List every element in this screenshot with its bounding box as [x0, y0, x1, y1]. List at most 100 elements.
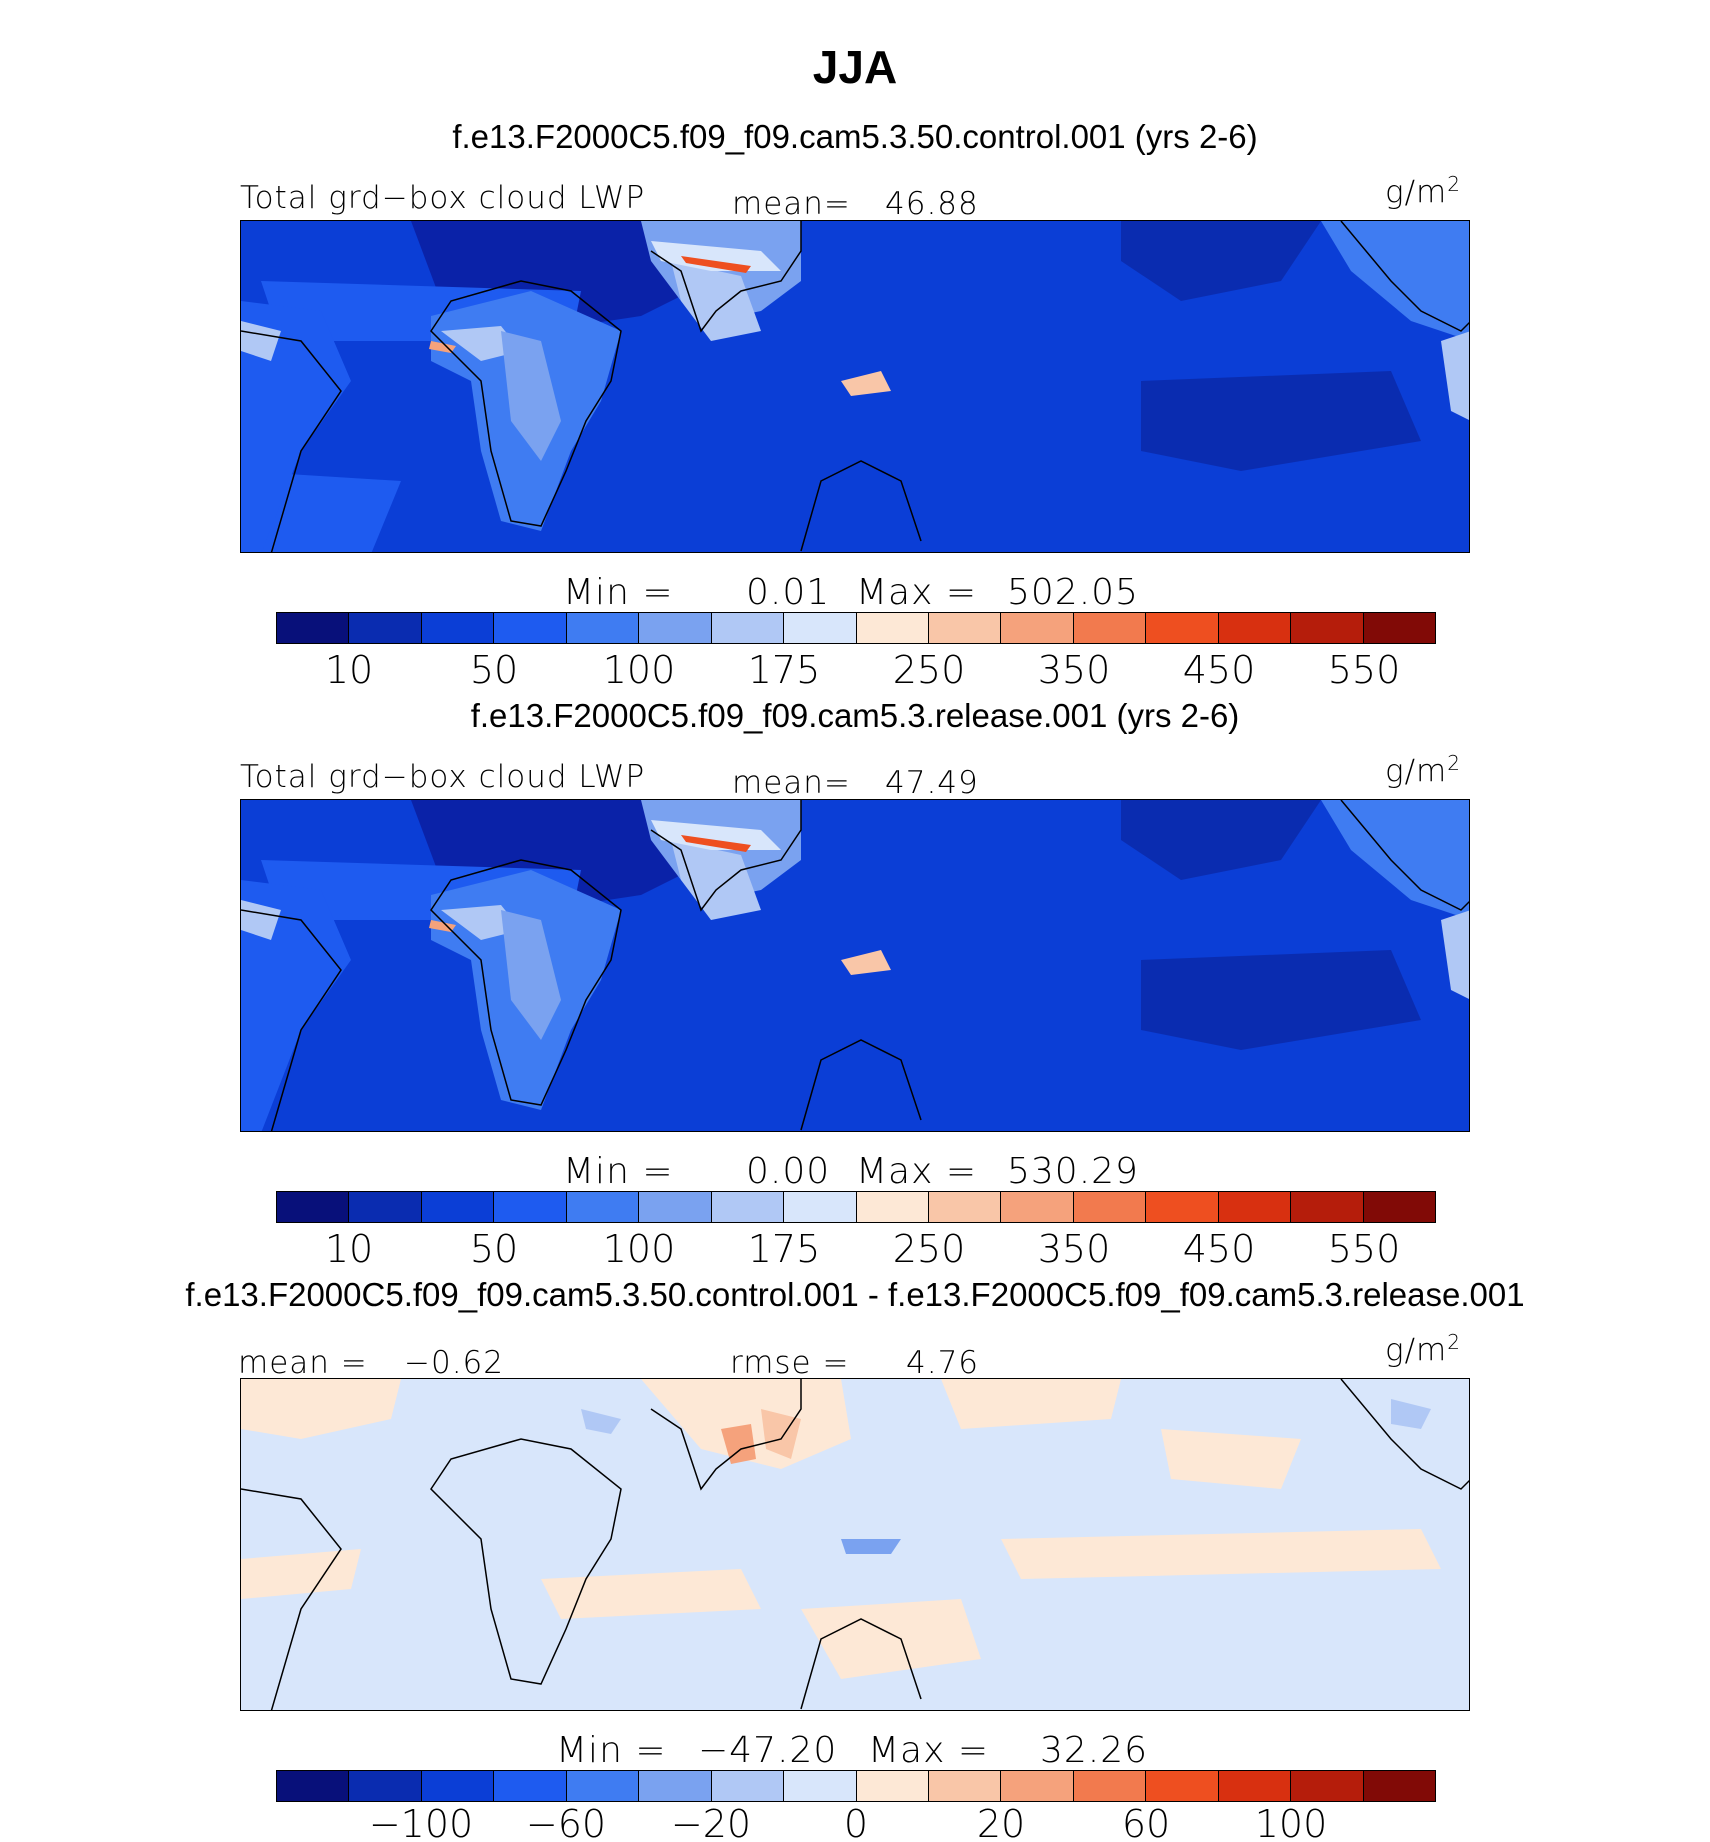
andes-clouds	[1441, 331, 1469, 420]
tick: 450	[1182, 648, 1256, 692]
panel3-max-value: 32.26	[1040, 1730, 1149, 1771]
colorbar-segment	[349, 1771, 422, 1801]
colorbar-segment	[1001, 1192, 1074, 1222]
panel3-map	[240, 1378, 1470, 1711]
tick: 250	[892, 1227, 966, 1271]
positive-patch	[1001, 1529, 1441, 1579]
west-africa-clouds	[441, 326, 521, 361]
panel2-variable-label: Total grd−box cloud LWP	[240, 759, 646, 795]
tick: 100	[1254, 1802, 1328, 1842]
tick: 10	[324, 1227, 374, 1271]
panel1-case-title: f.e13.F2000C5.f09_f09.cam5.3.50.control.…	[452, 118, 1258, 155]
colorbar-segment	[1146, 613, 1219, 643]
south-america-coastline	[241, 1488, 342, 1710]
africa-coastline	[430, 280, 622, 527]
colorbar-segment	[1073, 1771, 1147, 1801]
panel3-min-label: Min =	[556, 1730, 667, 1771]
south-america	[241, 301, 351, 552]
asia-coastline	[650, 800, 802, 912]
panel3-colorbar-ticks: −100 −60 −20 0 20 60 100	[0, 1800, 1710, 1842]
africa-coastline	[430, 859, 622, 1106]
colorbar-segment	[1363, 1192, 1435, 1222]
colorbar-segment	[1363, 613, 1435, 643]
colorbar-segment	[711, 1192, 785, 1222]
asia-coastline	[650, 1379, 802, 1491]
india-clouds	[671, 261, 761, 341]
congo-basin	[501, 331, 561, 461]
panel3-mean-value: −0.62	[404, 1345, 504, 1381]
australia-coastline	[800, 1618, 922, 1710]
colorbar-segment	[421, 613, 495, 643]
tick: 100	[602, 648, 676, 692]
north-pacific-low	[1121, 221, 1321, 301]
americas-coastline	[1340, 221, 1469, 332]
positive-patch-strong	[761, 1409, 801, 1459]
colorbar-segment	[277, 1771, 350, 1801]
central-america	[1321, 800, 1469, 920]
south-pacific-low	[1141, 371, 1421, 471]
colorbar-segment	[1146, 1771, 1219, 1801]
colorbar-segment	[711, 613, 785, 643]
panel2-mean-value: 47.49	[885, 765, 979, 801]
colorbar-segment	[349, 1192, 422, 1222]
himalaya-peak	[681, 835, 751, 852]
colorbar-segment	[277, 1192, 350, 1222]
south-pacific-low	[1141, 950, 1421, 1050]
colorbar-segment	[566, 613, 640, 643]
colorbar-segment	[1218, 1192, 1292, 1222]
panel1-max-value: 502.05	[1007, 572, 1139, 613]
himalaya-peak	[681, 256, 751, 273]
colorbar-segment	[277, 613, 350, 643]
tibet-plateau	[651, 241, 781, 271]
australia-coastline	[800, 1039, 922, 1131]
tick: 250	[892, 648, 966, 692]
colorbar-segment	[711, 1771, 785, 1801]
tick: 550	[1327, 648, 1401, 692]
panel3-rmse-value: 4.76	[906, 1345, 980, 1381]
panel1-colorbar-ticks: 10 50 100 175 250 350 450 550	[0, 648, 1710, 698]
panel1-mean-label: mean=	[732, 186, 851, 222]
tick: 0	[843, 1802, 869, 1842]
tick: 175	[747, 648, 821, 692]
negative-patch	[581, 1409, 621, 1434]
panel1-mean-value: 46.88	[885, 186, 979, 222]
colorbar-segment	[1073, 613, 1147, 643]
colorbar-segment	[928, 1192, 1002, 1222]
colorbar-segment	[494, 1771, 567, 1801]
panel2-colorbar-ticks: 10 50 100 175 250 350 450 550	[0, 1227, 1710, 1277]
panel3-mean-label: mean =	[238, 1345, 368, 1381]
colorbar-segment	[928, 613, 1002, 643]
panel3-rmse-label: rmse =	[730, 1345, 850, 1381]
panel2-mean-label: mean=	[732, 765, 851, 801]
amazon-clouds	[241, 321, 281, 361]
panel1-variable-label: Total grd−box cloud LWP	[240, 180, 646, 216]
positive-patch	[801, 1599, 981, 1679]
panel2-colorbar	[276, 1191, 1436, 1223]
north-pacific-low	[1121, 800, 1321, 880]
tibet-plateau	[651, 820, 781, 850]
india-clouds	[671, 840, 761, 920]
colorbar-segment	[494, 613, 567, 643]
panel2-min-label: Min =	[563, 1151, 674, 1192]
tick: 450	[1182, 1227, 1256, 1271]
colorbar-segment	[1291, 1192, 1364, 1222]
panel3-max-label: Max =	[868, 1730, 990, 1771]
colorbar-segment	[349, 613, 422, 643]
panel3-case-title: f.e13.F2000C5.f09_f09.cam5.3.50.control.…	[185, 1276, 1525, 1313]
tick: 50	[469, 648, 519, 692]
colorbar-segment	[421, 1771, 495, 1801]
asia-coastline	[650, 221, 802, 333]
positive-patch	[941, 1379, 1121, 1429]
colorbar-segment	[494, 1192, 567, 1222]
panel2-max-value: 530.29	[1007, 1151, 1139, 1192]
colorbar-segment	[1001, 613, 1074, 643]
figure-title: JJA	[812, 41, 898, 93]
colorbar-segment	[1073, 1192, 1147, 1222]
colorbar-segment	[1291, 1771, 1364, 1801]
tick: 350	[1037, 648, 1111, 692]
tick: 550	[1327, 1227, 1401, 1271]
colorbar-segment	[639, 1192, 712, 1222]
new-guinea-peak	[841, 371, 891, 396]
tick: 60	[1121, 1802, 1171, 1842]
colorbar-segment	[856, 613, 929, 643]
